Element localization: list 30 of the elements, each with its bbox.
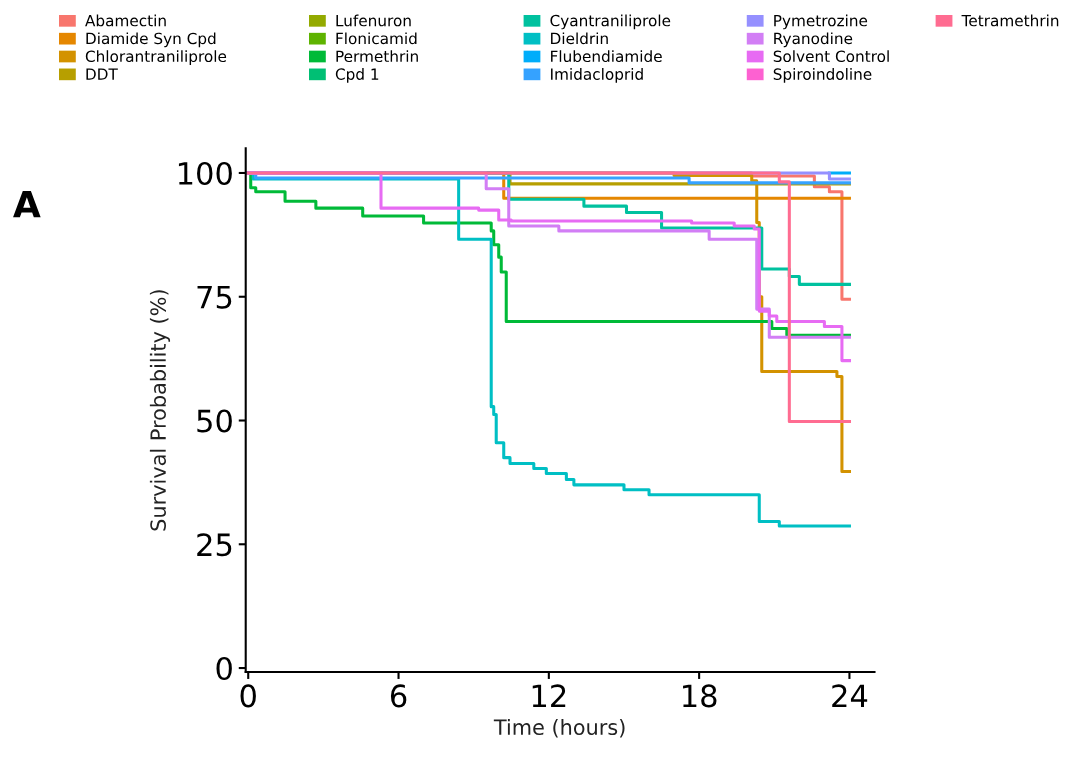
legend-label: DDT (86, 68, 118, 80)
legend-label: Flubendiamide (551, 50, 662, 63)
legend-label: Permethrin (336, 50, 418, 63)
legend-label: Spiroindoline (773, 68, 872, 83)
x-tick-label: 12 (532, 684, 566, 708)
legend-label: Flonicamid (336, 32, 417, 45)
legend-label: Ryanodine (774, 32, 853, 48)
x-tick-label: 6 (390, 684, 407, 708)
legend-label: Diamide Syn Cpd (86, 32, 216, 48)
y-tick-label: 25 (197, 533, 232, 557)
legend-label: Chlorantraniliprole (85, 50, 227, 65)
legend-label: Pymetrozine (774, 14, 868, 30)
legend-label: Lufenuron (336, 14, 411, 27)
legend-label: Cyantraniliprole (550, 14, 671, 30)
y-tick-label: 100 (178, 161, 232, 186)
x-tick-label: 24 (832, 684, 868, 708)
legend-label: Tetramethrin (961, 14, 1059, 27)
y-axis-title: Survival Probability (%) (149, 290, 171, 531)
x-axis-title: Time (hours) (493, 718, 625, 738)
legend-label: Cpd 1 (335, 68, 379, 83)
y-tick-label: 0 (216, 656, 232, 681)
y-tick-label: 75 (197, 286, 232, 309)
legend-label: Solvent Control (773, 50, 889, 63)
legend-label: Dieldrin (551, 32, 608, 45)
y-tick-label: 50 (197, 409, 232, 433)
legend-label: Imidacloprid (551, 68, 643, 83)
text: A (13, 191, 41, 218)
x-tick-label: 18 (683, 684, 717, 708)
x-tick-label: 0 (240, 684, 256, 708)
legend-label: Abamectin (85, 14, 166, 27)
